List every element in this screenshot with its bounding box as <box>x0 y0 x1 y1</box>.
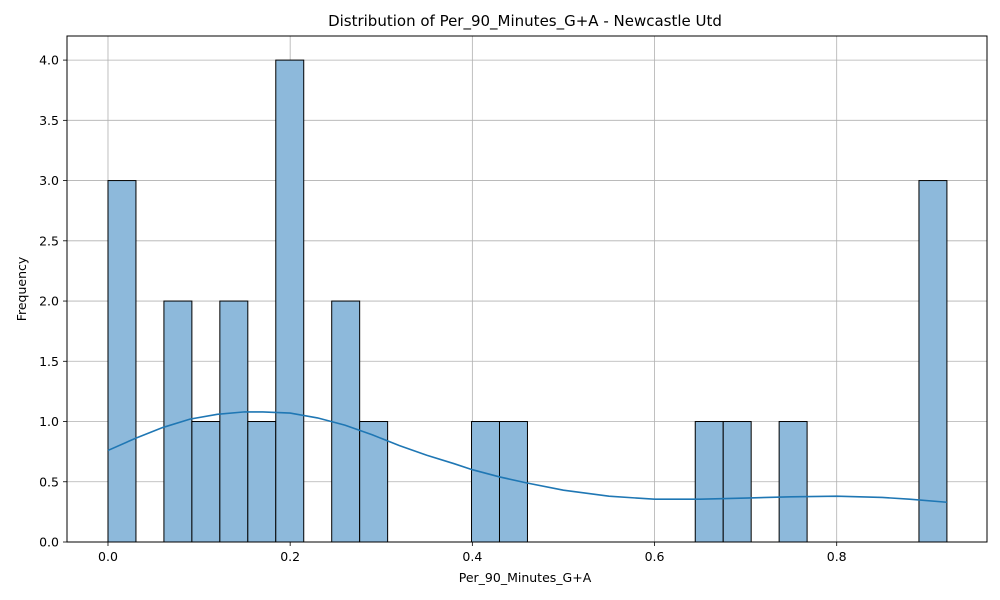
histogram-bar <box>722 421 752 543</box>
x-tick-label: 0.2 <box>280 549 300 564</box>
x-axis-ticks: 0.0 0.2 0.4 0.6 0.8 <box>98 542 847 564</box>
plot-frame <box>66 35 988 543</box>
histogram-bar <box>247 421 277 543</box>
histogram-bar <box>694 421 724 543</box>
y-tick-label: 1.0 <box>39 414 59 429</box>
y-axis-label: Frequency <box>14 256 29 321</box>
histogram-bar <box>275 59 305 543</box>
y-tick-label: 3.0 <box>39 173 59 188</box>
y-tick-label: 2.5 <box>39 233 59 248</box>
histogram-bar <box>107 180 137 543</box>
x-tick-label: 0.6 <box>645 549 665 564</box>
y-axis-ticks: 0.0 0.5 1.0 1.5 2.0 2.5 3.0 3.5 4.0 <box>39 53 67 550</box>
y-tick-label: 1.5 <box>39 354 59 369</box>
x-tick-label: 0.4 <box>462 549 482 564</box>
x-axis-label: Per_90_Minutes_G+A <box>459 570 592 585</box>
kde-curve <box>107 411 947 504</box>
x-tick-label: 0.8 <box>827 549 847 564</box>
histogram-bar <box>219 300 249 543</box>
x-tick-label: 0.0 <box>98 549 118 564</box>
y-tick-label: 2.0 <box>39 294 59 309</box>
histogram-bars <box>107 59 948 543</box>
histogram-bar <box>191 421 221 543</box>
y-tick-label: 3.5 <box>39 113 59 128</box>
y-tick-label: 0.0 <box>39 535 59 550</box>
histogram-bar <box>359 421 389 543</box>
y-tick-label: 4.0 <box>39 53 59 68</box>
histogram-bar <box>471 421 500 543</box>
histogram-bar <box>163 300 193 543</box>
histogram-bar <box>331 300 361 543</box>
histogram-bar <box>778 421 808 543</box>
histogram-bar <box>918 180 948 543</box>
chart-title: Distribution of Per_90_Minutes_G+A - New… <box>328 12 722 31</box>
y-tick-label: 0.5 <box>39 474 59 489</box>
